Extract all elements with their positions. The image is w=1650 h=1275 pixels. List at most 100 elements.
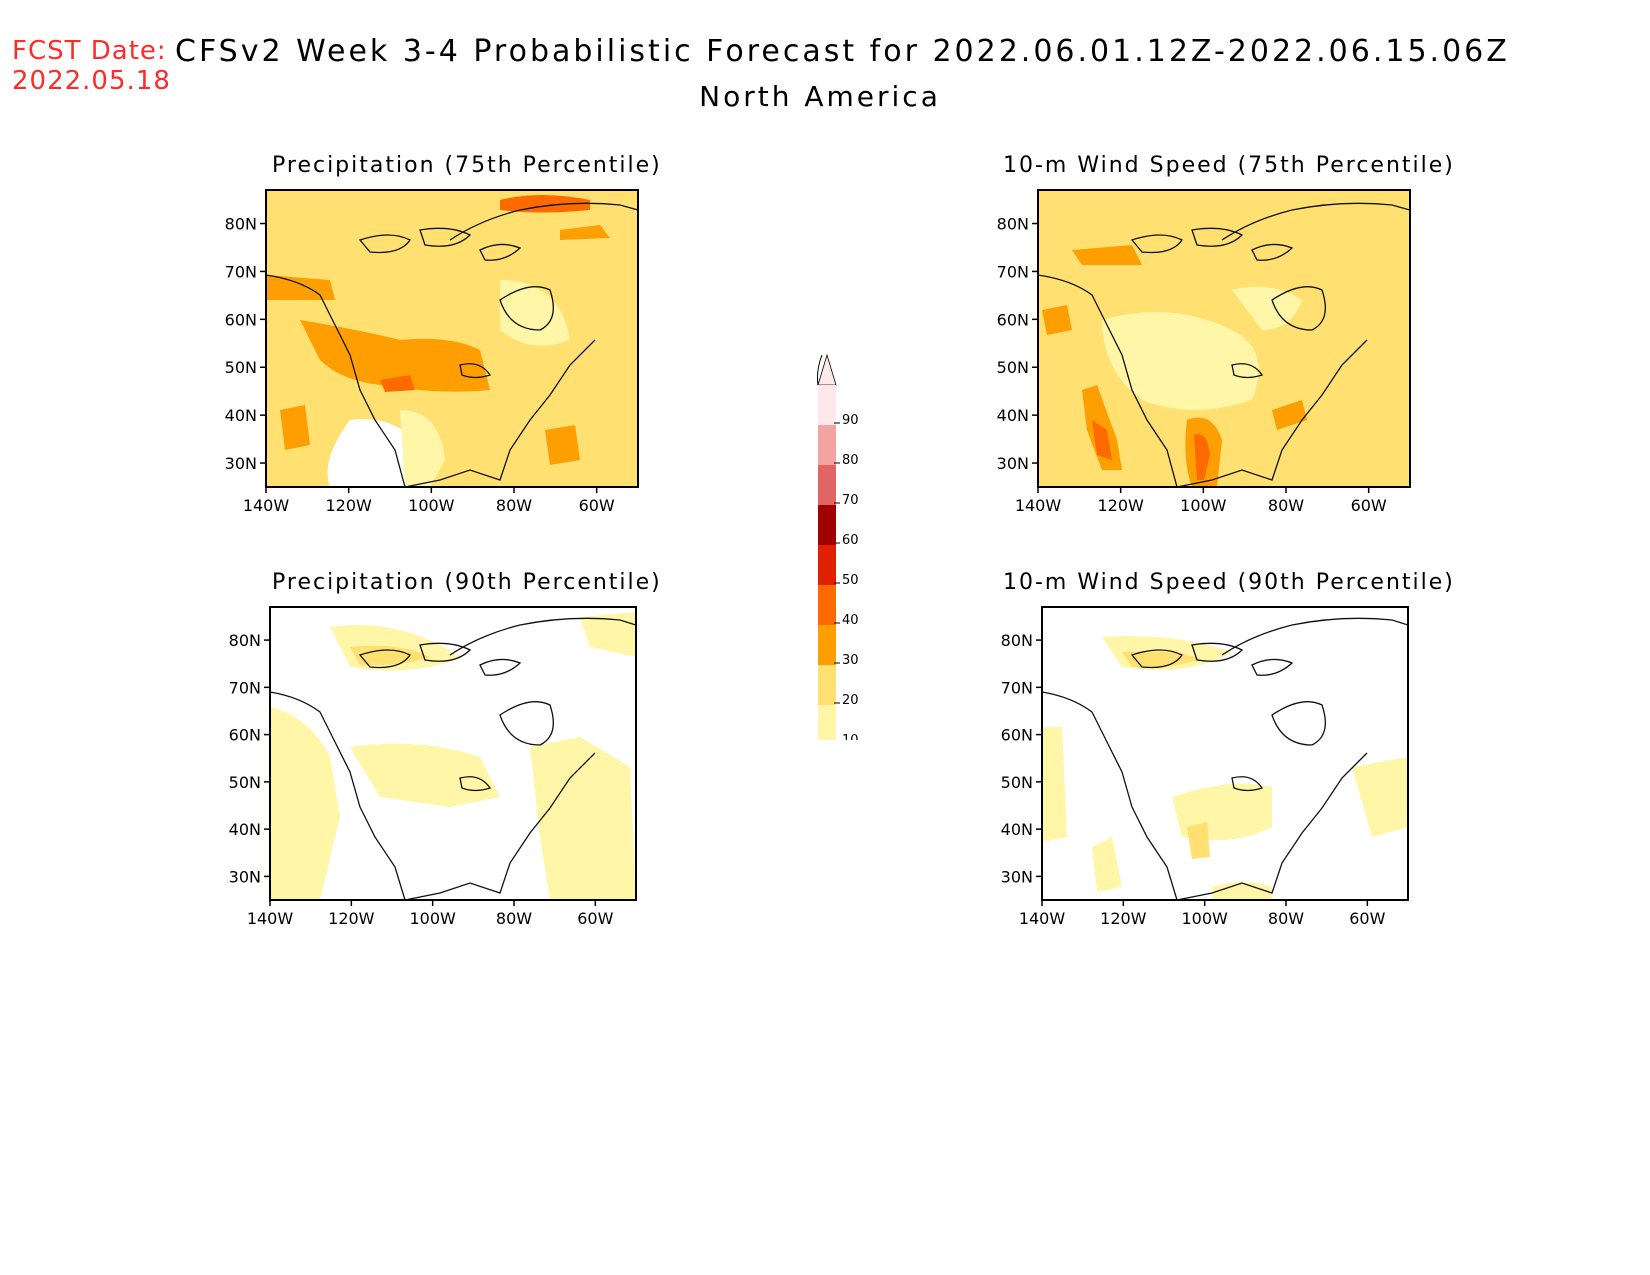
- colorbar-tick-label: 60: [842, 533, 859, 548]
- map-precip-90: 80N 70N 60N 50N 40N 30N 140W 120W 100W 80W 60W: [229, 606, 637, 928]
- lat-tick-label: 80N: [997, 215, 1029, 234]
- lat-tick-label: 60N: [225, 310, 257, 329]
- lat-tick-label: 40N: [1001, 820, 1033, 839]
- lon-tick-label: 80W: [1268, 496, 1304, 515]
- colorbar-swatch: [818, 505, 836, 545]
- colorbar-tick-label: 50: [842, 573, 859, 588]
- colorbar: 90 80 70 60 50 40 30 20 10: [817, 353, 859, 740]
- colorbar-swatch: [818, 545, 836, 585]
- field-light-plains: [350, 743, 500, 807]
- map-frame: [1041, 606, 1409, 901]
- field-darkorange-california: [1092, 420, 1112, 460]
- field-light-hudson: [500, 280, 570, 346]
- field-light-west: [270, 707, 340, 900]
- map-frame: [1037, 189, 1411, 488]
- lat-tick-label: 40N: [997, 406, 1029, 425]
- field-orange-atlantic: [545, 425, 580, 465]
- field-light-pacific: [1042, 727, 1067, 842]
- coastlines: [1038, 202, 1410, 487]
- lon-axis: 140W 120W 100W 80W 60W: [1019, 900, 1386, 928]
- lat-axis: 80N 70N 60N 50N 40N 30N: [1001, 631, 1042, 886]
- field-yellow-texas: [1187, 822, 1210, 859]
- lon-tick-label: 140W: [243, 496, 290, 515]
- lat-tick-label: 70N: [1001, 678, 1033, 697]
- lat-axis: 80N 70N 60N 50N 40N 30N: [997, 215, 1038, 473]
- panel-title-precip-75: Precipitation (75th Percentile): [272, 153, 662, 178]
- lat-tick-label: 30N: [225, 454, 257, 473]
- lon-tick-label: 120W: [328, 909, 375, 928]
- colorbar-extend-curve: [817, 354, 823, 386]
- panel-title-precip-90: Precipitation (90th Percentile): [272, 570, 662, 595]
- lat-tick-label: 50N: [997, 358, 1029, 377]
- lon-tick-label: 80W: [1268, 909, 1304, 928]
- fcst-date-label: FCST Date:: [12, 36, 167, 66]
- lon-tick-label: 100W: [1180, 496, 1227, 515]
- lon-tick-label: 140W: [1019, 909, 1066, 928]
- field-orange-arctic: [1072, 245, 1142, 265]
- colorbar-swatch: [818, 625, 836, 665]
- lat-tick-label: 50N: [225, 358, 257, 377]
- lon-tick-label: 60W: [1351, 496, 1387, 515]
- colorbar-tick-label: 90: [842, 413, 859, 428]
- lat-tick-label: 50N: [229, 773, 261, 792]
- lon-tick-label: 100W: [409, 909, 456, 928]
- coastlines: [266, 202, 638, 487]
- colorbar-tick-label: 80: [842, 453, 859, 468]
- field-orange-greenland: [560, 225, 610, 240]
- lat-tick-label: 70N: [997, 262, 1029, 281]
- lat-tick-label: 30N: [229, 867, 261, 886]
- field-light-interior: [1102, 312, 1259, 410]
- coastlines: [270, 617, 636, 900]
- lon-tick-label: 80W: [496, 909, 532, 928]
- colorbar-tick-label: 10: [842, 733, 859, 740]
- lon-tick-label: 100W: [1181, 909, 1228, 928]
- lat-tick-label: 80N: [229, 631, 261, 650]
- colorbar-swatch: [818, 705, 836, 740]
- colorbar-swatch: [818, 465, 836, 505]
- map-wind-75: 80N 70N 60N 50N 40N 30N 140W 120W 100W 80W 60W: [997, 189, 1411, 515]
- lat-tick-label: 50N: [1001, 773, 1033, 792]
- field-orange-plains: [300, 320, 490, 392]
- lat-tick-label: 60N: [997, 310, 1029, 329]
- field-orange-pacific: [280, 405, 310, 450]
- page-title: CFSv2 Week 3-4 Probabilistic Forecast fo…: [175, 34, 1510, 69]
- lat-axis: 80N 70N 60N 50N 40N 30N: [225, 215, 266, 473]
- colorbar-tick-label: 30: [842, 653, 859, 668]
- forecast-date-block: FCST Date: 2022.05.18: [12, 36, 171, 96]
- field-light-california: [1092, 837, 1122, 892]
- map-frame: [269, 606, 637, 901]
- field-darkorange-plains: [380, 375, 415, 392]
- colorbar-tick-label: 40: [842, 613, 859, 628]
- lon-tick-label: 140W: [1015, 496, 1062, 515]
- region-subtitle: North America: [699, 80, 941, 113]
- lon-tick-label: 60W: [579, 496, 615, 515]
- lon-tick-label: 120W: [325, 496, 372, 515]
- map-precip-75: 80N 70N 60N 50N 40N 30N 140W 120W 100W 80W 60W: [225, 189, 639, 515]
- fcst-date-value: 2022.05.18: [12, 66, 171, 96]
- colorbar-swatch: [818, 665, 836, 705]
- lon-axis: 140W 120W 100W 80W 60W: [247, 900, 614, 928]
- colorbar-swatch: [818, 585, 836, 625]
- lat-tick-label: 70N: [225, 262, 257, 281]
- field-light-gulf: [1212, 882, 1272, 900]
- lat-tick-label: 30N: [997, 454, 1029, 473]
- lon-tick-label: 100W: [408, 496, 455, 515]
- field-yellow-arctic: [350, 645, 430, 666]
- lat-tick-label: 80N: [1001, 631, 1033, 650]
- field-orange-gulfak: [1042, 305, 1072, 335]
- lat-tick-label: 70N: [229, 678, 261, 697]
- field-darkorange-texas: [1194, 434, 1210, 480]
- lat-axis: 80N 70N 60N 50N 40N 30N: [229, 631, 270, 886]
- lon-tick-label: 120W: [1100, 909, 1147, 928]
- lon-tick-label: 120W: [1097, 496, 1144, 515]
- lat-tick-label: 40N: [229, 820, 261, 839]
- field-orange-east: [1272, 400, 1307, 430]
- map-frame: [265, 189, 639, 488]
- lat-tick-label: 80N: [225, 215, 257, 234]
- lon-tick-label: 60W: [1349, 909, 1385, 928]
- lat-tick-label: 40N: [225, 406, 257, 425]
- colorbar-tick-label: 20: [842, 693, 859, 708]
- field-white-sw: [327, 419, 420, 487]
- lon-tick-label: 140W: [247, 909, 294, 928]
- colorbar-swatch: [818, 385, 836, 425]
